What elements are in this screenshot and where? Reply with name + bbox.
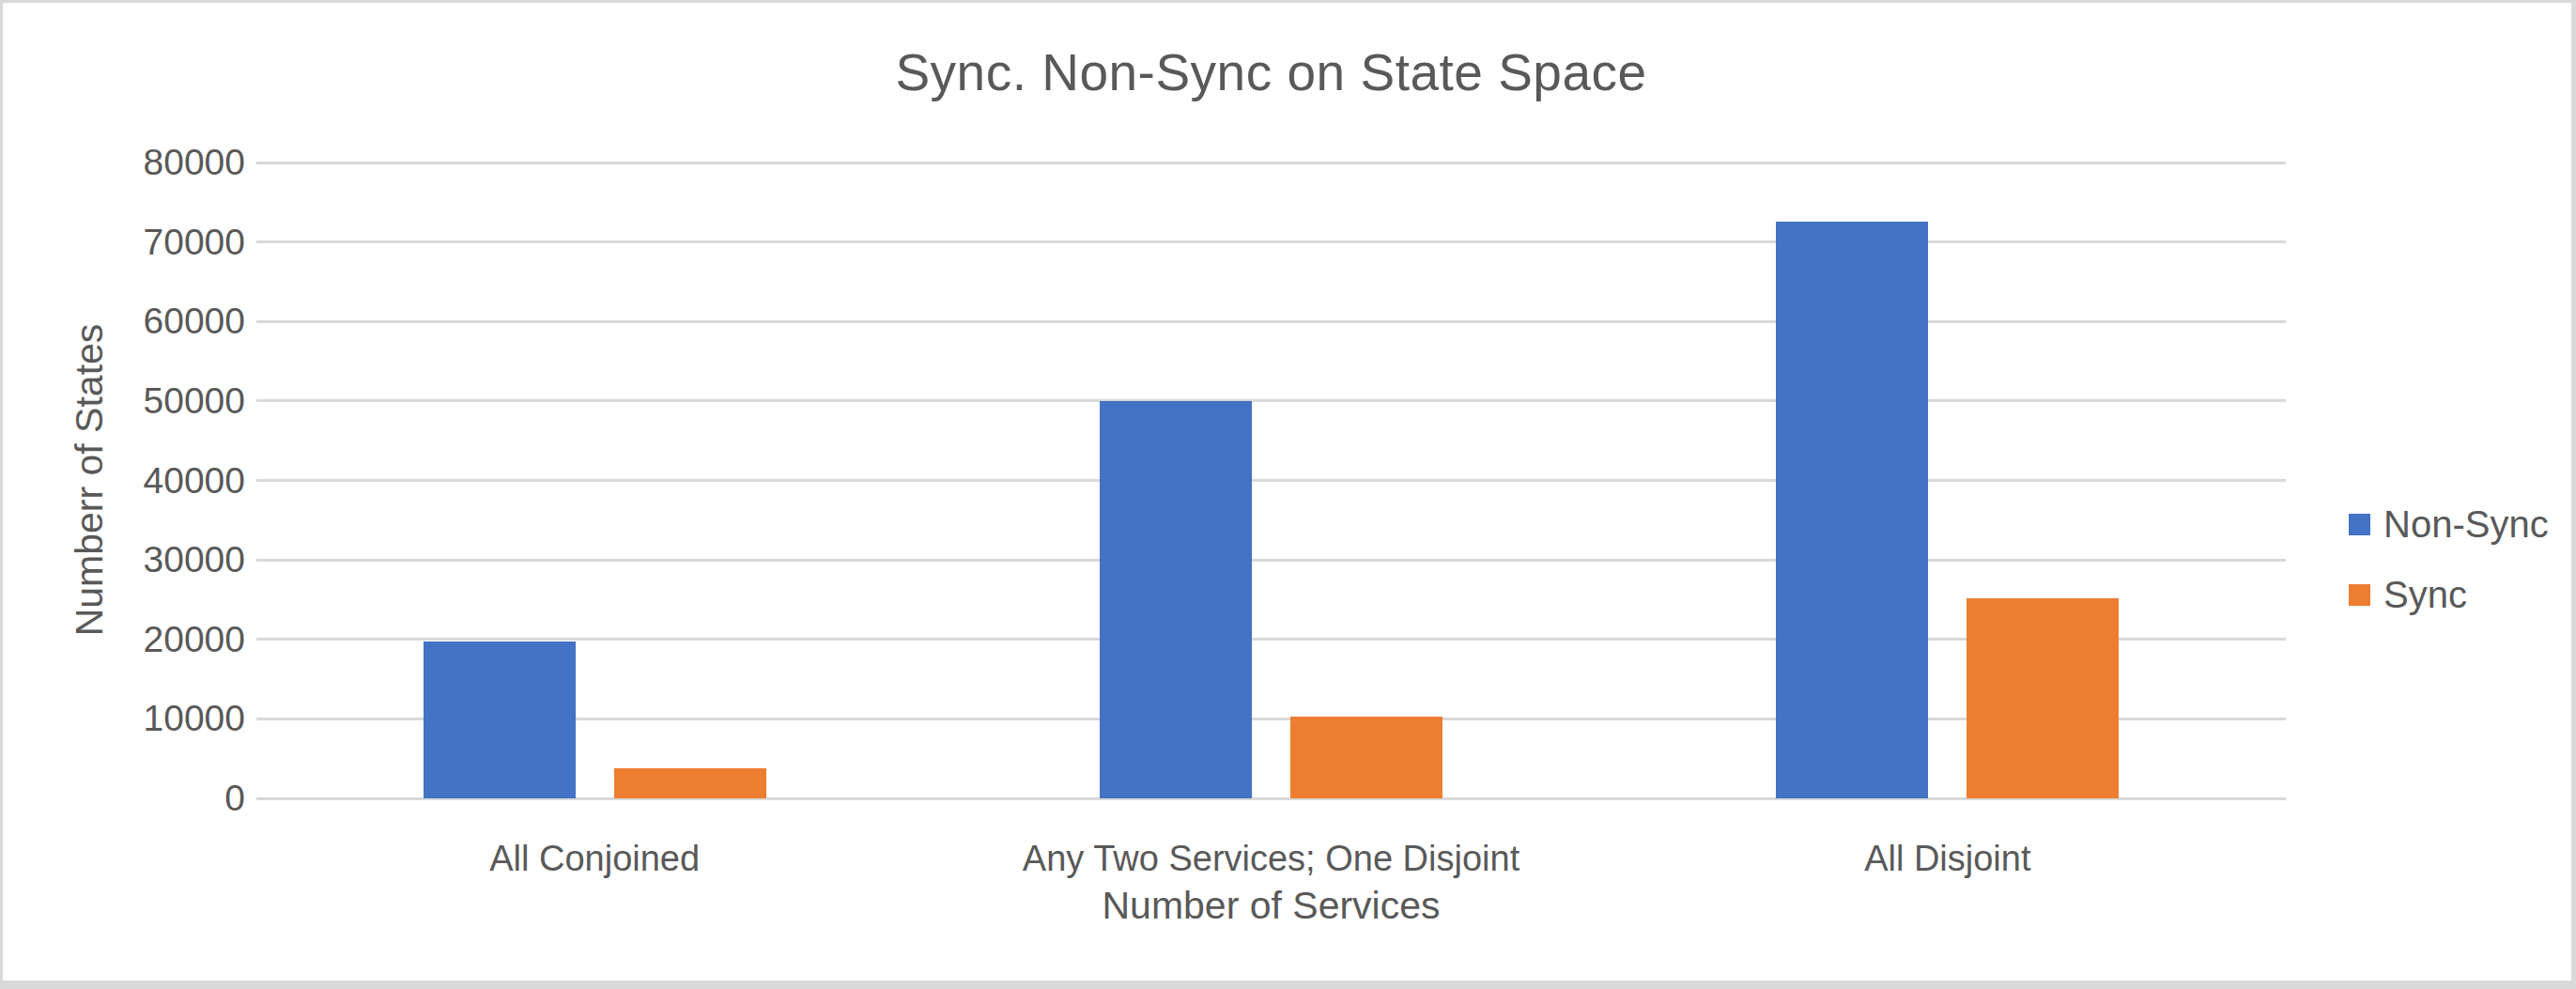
gridline [256,479,2286,482]
x-category-label: All Disjoint [1610,839,2286,879]
y-tick-label: 80000 [39,142,245,183]
y-tick-label: 0 [39,778,245,819]
legend-label: Non-Sync [2383,503,2549,546]
gridline [256,399,2286,402]
x-category-label: Any Two Services; One Disjoint [933,839,1610,879]
gridline [256,320,2286,323]
bar-non-sync-1 [1100,401,1252,798]
y-tick-label: 70000 [39,222,245,263]
gridline [256,240,2286,243]
legend-swatch-icon [2349,584,2370,606]
x-axis-title: Number of Services [256,884,2286,928]
legend-label: Sync [2383,574,2467,616]
gridline [256,559,2286,562]
legend: Non-Sync Sync [2349,503,2549,616]
y-axis-title: Numberr of States [68,324,112,637]
gridline [256,162,2286,164]
chart-title: Sync. Non-Sync on State Space [256,42,2286,102]
y-tick-label: 10000 [39,698,245,739]
legend-item-non-sync: Non-Sync [2349,503,2549,546]
chart-figure: Sync. Non-Sync on State Space 0100002000… [0,0,2576,989]
bar-non-sync-0 [424,641,576,798]
bar-sync-2 [1967,598,2119,798]
bar-sync-0 [614,768,766,798]
bar-non-sync-2 [1776,222,1928,798]
legend-swatch-icon [2349,514,2370,535]
x-category-label: All Conjoined [256,839,933,879]
legend-item-sync: Sync [2349,574,2549,616]
bar-sync-1 [1290,717,1442,798]
